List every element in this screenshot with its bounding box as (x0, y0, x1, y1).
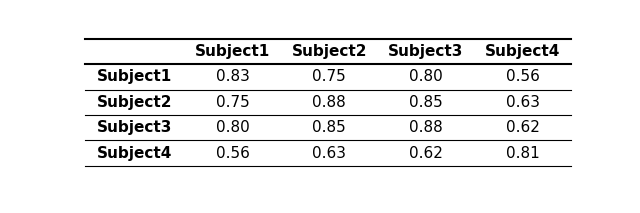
Text: Subject2: Subject2 (97, 95, 172, 110)
Text: 0.85: 0.85 (312, 120, 346, 135)
Text: 0.75: 0.75 (216, 95, 250, 110)
Text: 0.62: 0.62 (506, 120, 540, 135)
Text: 0.56: 0.56 (216, 145, 250, 161)
Text: Subject1: Subject1 (195, 44, 270, 59)
Text: 0.62: 0.62 (409, 145, 443, 161)
Text: 0.83: 0.83 (216, 69, 250, 84)
Text: Subject3: Subject3 (388, 44, 463, 59)
Text: Subject2: Subject2 (291, 44, 367, 59)
Text: 0.63: 0.63 (506, 95, 540, 110)
Text: 0.75: 0.75 (312, 69, 346, 84)
Text: Subject1: Subject1 (97, 69, 172, 84)
Text: 0.81: 0.81 (506, 145, 540, 161)
Text: Subject3: Subject3 (97, 120, 172, 135)
Text: 0.88: 0.88 (312, 95, 346, 110)
Text: 0.80: 0.80 (216, 120, 250, 135)
Text: 0.63: 0.63 (312, 145, 346, 161)
Text: 0.80: 0.80 (409, 69, 443, 84)
Text: Subject4: Subject4 (97, 145, 172, 161)
Text: Subject4: Subject4 (485, 44, 561, 59)
Text: 0.85: 0.85 (409, 95, 443, 110)
Text: 0.88: 0.88 (409, 120, 443, 135)
Text: 0.56: 0.56 (506, 69, 540, 84)
